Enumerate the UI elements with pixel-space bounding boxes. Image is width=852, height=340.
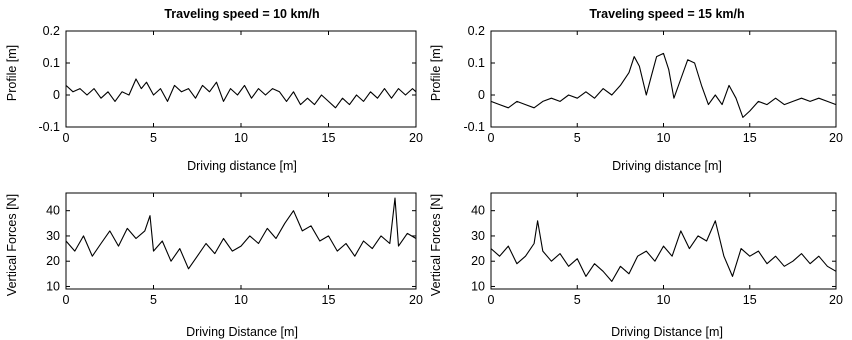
x-axis-label: Driving Distance [m]	[611, 325, 723, 339]
chart-title: Traveling speed = 10 km/h	[164, 7, 319, 21]
chart-forces-15kmh: Driving Distance [m] Vertical Forces [N]…	[429, 192, 843, 339]
x-tick-label: 20	[409, 293, 423, 307]
x-tick-label: 5	[574, 131, 581, 145]
x-tick-label: 0	[488, 293, 495, 307]
x-tick-label: 15	[322, 131, 336, 145]
series-line	[490, 52, 837, 118]
y-tick-label: 0	[53, 88, 60, 102]
chart-profile-10kmh: Traveling speed = 10 km/h Driving distan…	[5, 7, 423, 173]
y-axis-label: Profile [m]	[5, 45, 19, 101]
x-tick-label: 0	[63, 293, 70, 307]
chart-forces-10kmh: Driving Distance [m] Vertical Forces [N]…	[5, 192, 423, 339]
y-axis-label: Vertical Forces [N]	[429, 194, 443, 296]
x-tick-label: 0	[63, 131, 70, 145]
plot-area-frame	[490, 192, 837, 290]
y-tick-label: 20	[471, 254, 485, 268]
y-tick-label: 40	[471, 204, 485, 218]
x-tick-label: 10	[234, 293, 248, 307]
y-tick-label: -0.1	[463, 120, 485, 134]
y-tick-label: -0.1	[38, 120, 60, 134]
x-tick-label: 5	[150, 293, 157, 307]
y-tick-label: 20	[46, 254, 60, 268]
series-line	[490, 220, 837, 282]
y-tick-label: 10	[471, 279, 485, 293]
x-tick-label: 20	[829, 293, 843, 307]
y-tick-label: 0.2	[468, 24, 485, 38]
x-tick-label: 0	[488, 131, 495, 145]
series-line	[65, 197, 417, 270]
y-axis-label: Profile [m]	[429, 45, 443, 101]
y-tick-label: 30	[46, 229, 60, 243]
x-axis-label: Driving Distance [m]	[186, 325, 298, 339]
x-axis-label: Driving distance [m]	[187, 159, 297, 173]
x-tick-label: 10	[657, 293, 671, 307]
y-tick-label: 40	[46, 204, 60, 218]
x-axis-label: Driving distance [m]	[612, 159, 722, 173]
x-tick-label: 20	[409, 131, 423, 145]
y-tick-label: 10	[46, 279, 60, 293]
x-tick-label: 5	[574, 293, 581, 307]
plot-area-frame	[65, 30, 417, 128]
x-tick-label: 10	[234, 131, 248, 145]
y-axis-label: Vertical Forces [N]	[5, 194, 19, 296]
y-tick-label: 0.1	[43, 56, 60, 70]
plot-area-frame	[490, 30, 837, 128]
x-tick-label: 10	[657, 131, 671, 145]
x-tick-label: 15	[743, 131, 757, 145]
x-tick-label: 15	[322, 293, 336, 307]
x-tick-label: 5	[150, 131, 157, 145]
x-tick-label: 20	[829, 131, 843, 145]
chart-title: Traveling speed = 15 km/h	[589, 7, 744, 21]
y-tick-label: 0	[478, 88, 485, 102]
x-tick-label: 15	[743, 293, 757, 307]
chart-profile-15kmh: Traveling speed = 15 km/h Driving distan…	[429, 7, 843, 173]
y-tick-label: 0.2	[43, 24, 60, 38]
series-line	[65, 78, 417, 109]
y-tick-label: 30	[471, 229, 485, 243]
y-tick-label: 0.1	[468, 56, 485, 70]
